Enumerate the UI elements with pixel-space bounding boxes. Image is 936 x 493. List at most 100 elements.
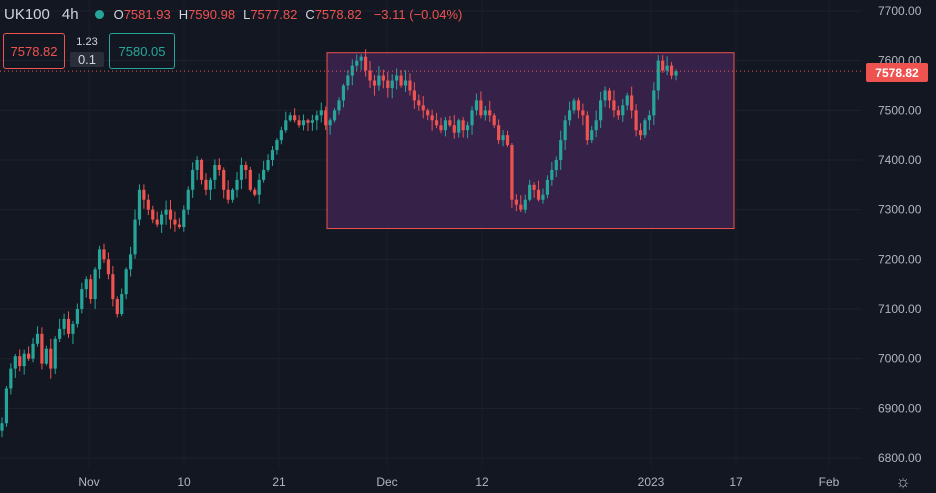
close-key: C [305,7,315,22]
candle-body [567,110,572,121]
candle-body [443,120,448,131]
candle-body [27,353,31,359]
candle-body [257,179,261,195]
candle-body [248,169,252,190]
candle-body [40,333,44,364]
candle-body [262,169,266,180]
candle-body [590,130,594,141]
candle-body [541,194,545,200]
candle-body [244,164,248,170]
candle-body [452,125,456,133]
candle-body [142,189,146,200]
candle-body [293,115,297,121]
price-axis-bg [862,0,936,493]
candle-body [106,259,111,275]
candle-body [151,209,155,220]
candle-body [235,179,239,190]
candle-body [576,100,581,111]
candle-body [66,318,71,334]
candle-body [612,100,616,111]
candle-body [120,294,124,314]
candle-body [501,135,505,141]
candle-body [426,110,430,116]
time-tick-label: 12 [475,475,489,489]
candle-body [550,169,554,180]
candle-body [372,80,377,86]
candle-body [514,199,518,205]
candle-body [665,65,669,71]
candle-body [288,115,292,121]
candle-body [674,71,678,76]
candle-body [346,75,350,86]
candle-body [270,150,275,160]
candle-body [0,423,4,431]
candle-body [164,209,168,215]
time-tick-label: 2023 [638,475,665,489]
candle-body [408,80,412,91]
candle-body [324,110,328,126]
candle-body [470,110,474,126]
candle-body [430,115,434,121]
buy-button[interactable]: 7580.05 [109,33,175,69]
timeframe[interactable]: 4h [61,6,79,23]
candle-body [328,120,332,126]
candle-body [279,130,283,141]
candle-body [528,184,532,200]
candle-body [532,184,536,190]
price-axis[interactable]: 7700.007600.007500.007400.007300.007200.… [862,0,936,493]
candle-body [523,199,527,210]
trade-panel: 7578.82 1.23 0.1 7580.05 [3,33,175,69]
candle-body [89,279,93,300]
candle-body [412,90,416,101]
symbol-name[interactable]: UK100 [4,6,50,23]
time-tick-label: 17 [729,475,743,489]
candle-body [297,120,301,126]
candle-body [381,75,385,81]
candle-body [355,60,359,66]
sell-button[interactable]: 7578.82 [3,33,65,69]
candle-body [634,110,638,131]
candle-body [386,80,390,88]
candle-body [625,95,629,106]
candle-body [217,164,221,170]
candle-body [97,249,102,270]
time-tick-label: 10 [177,475,191,489]
candle-body [31,343,35,359]
candle-body [364,56,368,71]
candle-body [80,289,84,309]
candle-body [559,140,563,160]
candle-body [643,120,647,136]
candle-body [457,120,461,133]
time-tick-label: 21 [272,475,286,489]
candle-body [421,105,425,111]
price-tick-label: 7500.00 [878,103,922,117]
lot-size-input[interactable]: 0.1 [69,52,105,67]
candle-body [519,204,523,210]
candle-body [479,100,483,116]
candle-body [603,90,607,101]
gear-icon[interactable]: ☼ [895,472,911,491]
price-tick-label: 6800.00 [878,451,922,465]
candle-body [359,56,363,61]
candle-body [182,209,186,228]
price-tick-label: 7200.00 [878,252,922,266]
candle-body [306,120,310,123]
candle-body [492,115,496,126]
candle-body [647,115,651,121]
candle-body [510,145,514,200]
candle-body [497,125,501,141]
candle-body [315,115,319,121]
candle-body [239,164,244,180]
candle-body [102,249,106,260]
candle-body [155,219,159,225]
candle-body [186,189,190,210]
candle-body [563,120,567,141]
candle-body [253,189,257,195]
candle-body [616,110,620,116]
close-value: 7578.82 [314,7,362,22]
candle-body [173,219,177,225]
time-axis[interactable]: Nov 10 21 Dec 12 2023 17 Feb [78,475,839,489]
candle-body [630,95,634,111]
candle-body [284,120,288,131]
